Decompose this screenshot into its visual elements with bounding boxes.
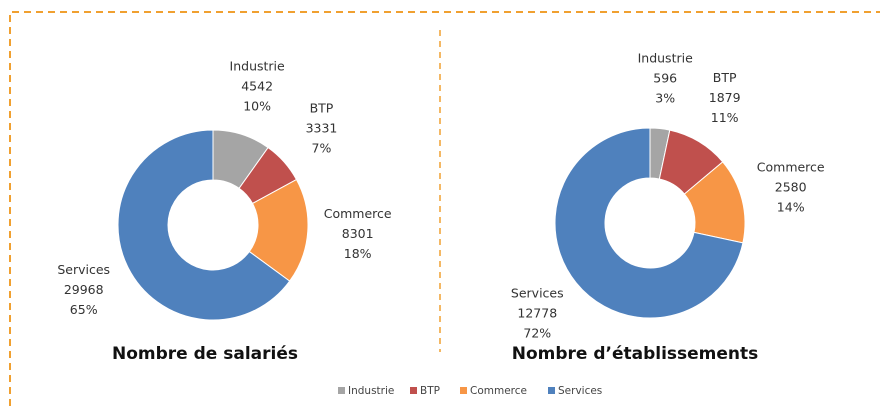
slice-category: Industrie — [230, 58, 285, 73]
legend-swatch — [338, 387, 345, 394]
slice-percent: 18% — [344, 246, 372, 261]
legend-label: Services — [558, 385, 602, 397]
slice-category: Commerce — [757, 159, 825, 174]
slice-value: 8301 — [342, 226, 374, 241]
legend-label: Industrie — [348, 385, 394, 397]
slice-percent: 11% — [711, 110, 739, 125]
chart-title: Nombre de salariés — [112, 344, 298, 364]
slice-value: 2580 — [775, 179, 807, 194]
slice-percent: 14% — [777, 199, 805, 214]
slice-value: 29968 — [64, 282, 104, 297]
legend-label: Commerce — [470, 385, 527, 397]
slice-value: 12778 — [517, 306, 557, 321]
slice-category: BTP — [713, 70, 737, 85]
slice-percent: 65% — [70, 302, 98, 317]
legend-swatch — [548, 387, 555, 394]
slice-value: 1879 — [709, 90, 741, 105]
slice-percent: 3% — [655, 90, 675, 105]
frame — [9, 11, 880, 406]
legend-swatch — [460, 387, 467, 394]
slice-category: Commerce — [324, 206, 392, 221]
slice-value: 596 — [653, 70, 677, 85]
slice-category: BTP — [310, 100, 334, 115]
legend-label: BTP — [420, 385, 440, 397]
slice-percent: 10% — [243, 98, 271, 113]
legend-swatch — [410, 387, 417, 394]
slice-category: Services — [511, 286, 564, 301]
slice-category: Industrie — [638, 50, 693, 65]
chart-title: Nombre d’établissements — [512, 344, 759, 364]
donut-slice — [117, 129, 291, 321]
slice-percent: 72% — [523, 326, 551, 341]
slice-category: Services — [57, 262, 110, 277]
slice-value: 3331 — [306, 120, 338, 135]
donut-slice — [554, 127, 744, 319]
slice-value: 4542 — [241, 78, 273, 93]
slice-percent: 7% — [312, 140, 332, 155]
